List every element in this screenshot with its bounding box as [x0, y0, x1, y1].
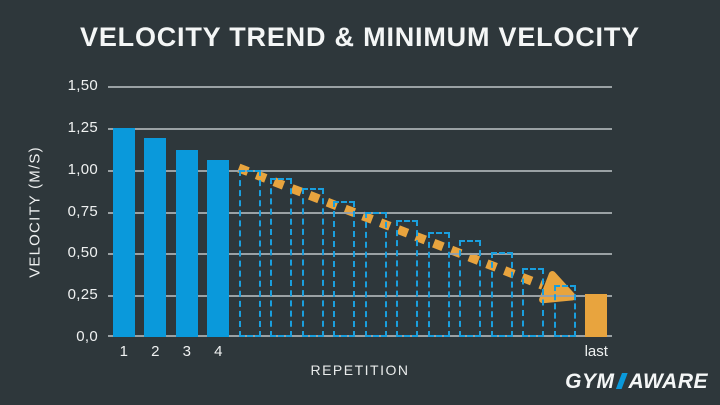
logo-slash-icon [616, 373, 628, 389]
y-tick-label: 1,50 [67, 77, 98, 94]
y-tick-label: 0,75 [67, 202, 98, 220]
bar-rep-9 [364, 211, 387, 337]
bar-rep-4 [207, 159, 230, 337]
gridline [108, 127, 612, 130]
x-tick-label-2: 2 [151, 343, 160, 360]
bar-rep-13 [490, 251, 513, 337]
bar-rep-8 [333, 201, 356, 337]
bar-rep-1 [112, 127, 135, 337]
bar-rep-10 [396, 219, 419, 337]
bar-rep-2 [144, 137, 167, 337]
logo-text-aware: AWARE [628, 370, 708, 393]
gridline [108, 335, 612, 337]
x-tick-label-3: 3 [182, 343, 191, 360]
bar-rep-14 [522, 268, 545, 337]
gridline [108, 86, 612, 88]
bar-rep-15 [553, 285, 576, 337]
y-tick-label: 0,0 [76, 328, 98, 345]
bar-rep-last [585, 293, 608, 337]
bar-rep-3 [175, 149, 198, 337]
y-tick-label: 0,25 [67, 286, 98, 304]
chart-title: VELOCITY TREND & MINIMUM VELOCITY [80, 22, 640, 52]
x-tick-label-1: 1 [119, 343, 128, 360]
gymaware-logo: GYM AWARE [565, 370, 708, 394]
gridline [108, 211, 612, 214]
plot-area [108, 86, 612, 337]
logo-text-gym: GYM [565, 370, 615, 393]
gridline [108, 253, 612, 256]
bar-rep-5 [238, 169, 261, 337]
gridline [108, 169, 612, 172]
x-tick-label-4: 4 [214, 343, 223, 360]
bar-rep-12 [459, 239, 482, 337]
x-tick-label-last: last [584, 343, 608, 360]
y-tick-label: 1,00 [67, 160, 98, 178]
bar-rep-7 [301, 188, 324, 337]
bar-rep-6 [270, 178, 293, 337]
y-tick-label: 1,25 [67, 118, 98, 136]
x-axis-title: REPETITION [310, 362, 410, 378]
bar-rep-11 [427, 231, 450, 337]
gridline [108, 295, 612, 298]
y-tick-label: 0,50 [67, 244, 98, 262]
